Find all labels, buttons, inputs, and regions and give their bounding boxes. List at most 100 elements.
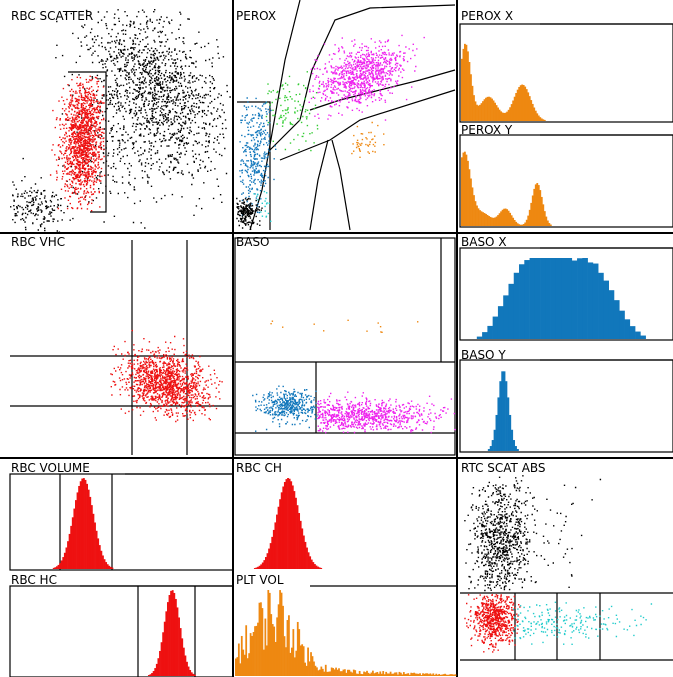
- rbc-hc-hist-bin: [170, 590, 173, 676]
- perox-y-hist-bin: [531, 195, 534, 226]
- rbc-scatter-red-points: [49, 75, 106, 212]
- baso-x-hist-bin: [529, 258, 536, 339]
- rbc-volume-hist-bin: [108, 565, 111, 569]
- rbc-ch-hist-bin: [318, 567, 321, 569]
- plt-vol-hist-bin: [388, 673, 390, 676]
- perox-x-hist-bin: [479, 104, 481, 121]
- perox-y-hist-bin: [494, 217, 496, 226]
- perox-y-hist: [461, 151, 552, 226]
- perox-x-hist-bin: [527, 92, 530, 121]
- perox-x-hist-bin: [476, 104, 478, 121]
- rbc-hc-title: RBC HC: [11, 573, 57, 587]
- plt-vol-hist-bin: [442, 674, 445, 676]
- rbc-hc-hist-bin: [187, 666, 190, 676]
- plt-vol-title: PLT VOL: [236, 573, 284, 587]
- rbc-hc-hist-bin: [147, 675, 150, 676]
- plt-vol-hist-bin: [394, 672, 396, 676]
- plt-vol-hist-bin: [397, 674, 399, 676]
- rbc-volume-hist-bin: [65, 547, 68, 569]
- rbc-ch-hist-bin: [290, 481, 293, 569]
- baso-y-hist-bin: [495, 414, 498, 451]
- plt-vol-hist-bin: [358, 670, 361, 676]
- perox-x-hist-bin: [540, 118, 543, 121]
- plt-vol-hist-bin: [416, 673, 418, 676]
- perox-x-hist-bin: [506, 111, 509, 121]
- rbc-ch-hist-bin: [285, 479, 288, 569]
- rbc-volume-hist-bin: [90, 505, 93, 569]
- rbc-ch-hist-bin: [310, 559, 313, 569]
- plt-vol-hist-bin: [336, 669, 339, 676]
- baso-y-hist-bin: [499, 381, 502, 451]
- perox-y-hist-bin: [518, 224, 521, 226]
- plt-vol-hist-bin: [448, 674, 451, 676]
- rbc-hc-hist-bin: [179, 628, 182, 676]
- rbc-ch-hist-bin: [312, 562, 315, 569]
- rbc-volume-hist-bin: [89, 496, 92, 569]
- rbc-ch-hist-bin: [288, 478, 291, 569]
- baso-x-hist-bin: [540, 258, 546, 339]
- plt-vol-hist-bin: [235, 658, 237, 676]
- perox-y-hist-bin: [492, 217, 495, 226]
- rbc-volume-hist-bin: [87, 489, 90, 569]
- perox-x-hist-bin: [522, 85, 525, 121]
- perox-y-hist-bin: [479, 210, 481, 226]
- baso-x-hist-bin: [487, 325, 493, 339]
- baso-blue: [252, 385, 318, 432]
- baso-x-hist-bin: [561, 258, 567, 339]
- perox-y-hist-bin: [534, 184, 537, 226]
- rbc-ch-hist-bin: [272, 529, 275, 569]
- plt-vol-hist-bin: [285, 647, 287, 676]
- plt-vol-hist-bin: [352, 669, 355, 676]
- perox-x-hist-bin: [494, 102, 496, 121]
- plt-vol-hist-bin: [436, 674, 439, 676]
- perox-y-hist-bin: [515, 221, 518, 226]
- perox-y-hist-bin: [503, 208, 506, 226]
- rtc-black-sparse: [469, 478, 602, 588]
- plt-vol-hist-bin: [258, 602, 261, 676]
- plt-vol-hist-bin: [369, 673, 371, 676]
- perox-blue-points: [239, 97, 277, 216]
- rbc-hc-hist: [147, 590, 196, 676]
- rbc-ch-hist-bin: [296, 505, 299, 569]
- baso-x-hist-bin: [640, 335, 646, 339]
- plt-vol-hist-bin: [251, 635, 253, 676]
- rtc-scat-abs-title: RTC SCAT ABS: [461, 461, 546, 475]
- plt-vol-hist-bin: [385, 671, 388, 676]
- rbc-ch-hist-bin: [304, 541, 307, 569]
- plt-vol-hist-bin: [321, 668, 324, 676]
- plt-vol-hist-bin: [242, 649, 245, 676]
- rbc-volume-hist-bin: [59, 563, 62, 569]
- rbc-hc-hist-bin: [174, 598, 177, 676]
- rbc-volume-hist-bin: [95, 530, 98, 569]
- rbc-ch-hist-bin: [287, 478, 289, 569]
- rbc-volume-hist-bin: [79, 481, 82, 569]
- baso-y-hist-bin: [516, 449, 519, 451]
- rbc-scatter-edge: [10, 176, 75, 233]
- rbc-scatter-edge-points: [10, 176, 75, 233]
- baso-y-hist-bin: [507, 397, 510, 451]
- rbc-volume-hist: [52, 478, 114, 569]
- rbc-hc-hist-bin: [155, 663, 158, 676]
- perox-x-hist-bin: [495, 105, 498, 121]
- plt-vol-hist-bin: [349, 671, 352, 676]
- perox-x-hist-bin: [525, 89, 528, 121]
- perox-x-hist-bin: [536, 113, 539, 121]
- perox-y-hist-bin: [528, 209, 531, 226]
- perox-y-hist-bin: [462, 152, 465, 226]
- plt-vol-hist-bin: [293, 657, 296, 676]
- rbc-vhc-title: RBC VHC: [11, 235, 65, 249]
- rtc-black-points: [464, 475, 562, 592]
- plt-vol-hist-bin: [296, 621, 299, 676]
- plt-vol-hist-bin: [351, 672, 354, 676]
- plt-vol-hist-bin: [279, 590, 281, 676]
- rtc-red-points: [464, 594, 521, 653]
- baso-x-hist-bin: [519, 264, 525, 339]
- plt-vol-hist-bin: [444, 673, 446, 676]
- plt-vol-hist-bin: [389, 671, 392, 676]
- rbc-ch-hist-bin: [260, 564, 263, 569]
- plt-vol-hist-bin: [425, 673, 427, 676]
- perox-x-hist-bin: [530, 100, 533, 121]
- baso-magenta: [317, 391, 456, 434]
- rbc-hc-frame: [9, 585, 234, 677]
- perox-gate-mono: [309, 139, 329, 231]
